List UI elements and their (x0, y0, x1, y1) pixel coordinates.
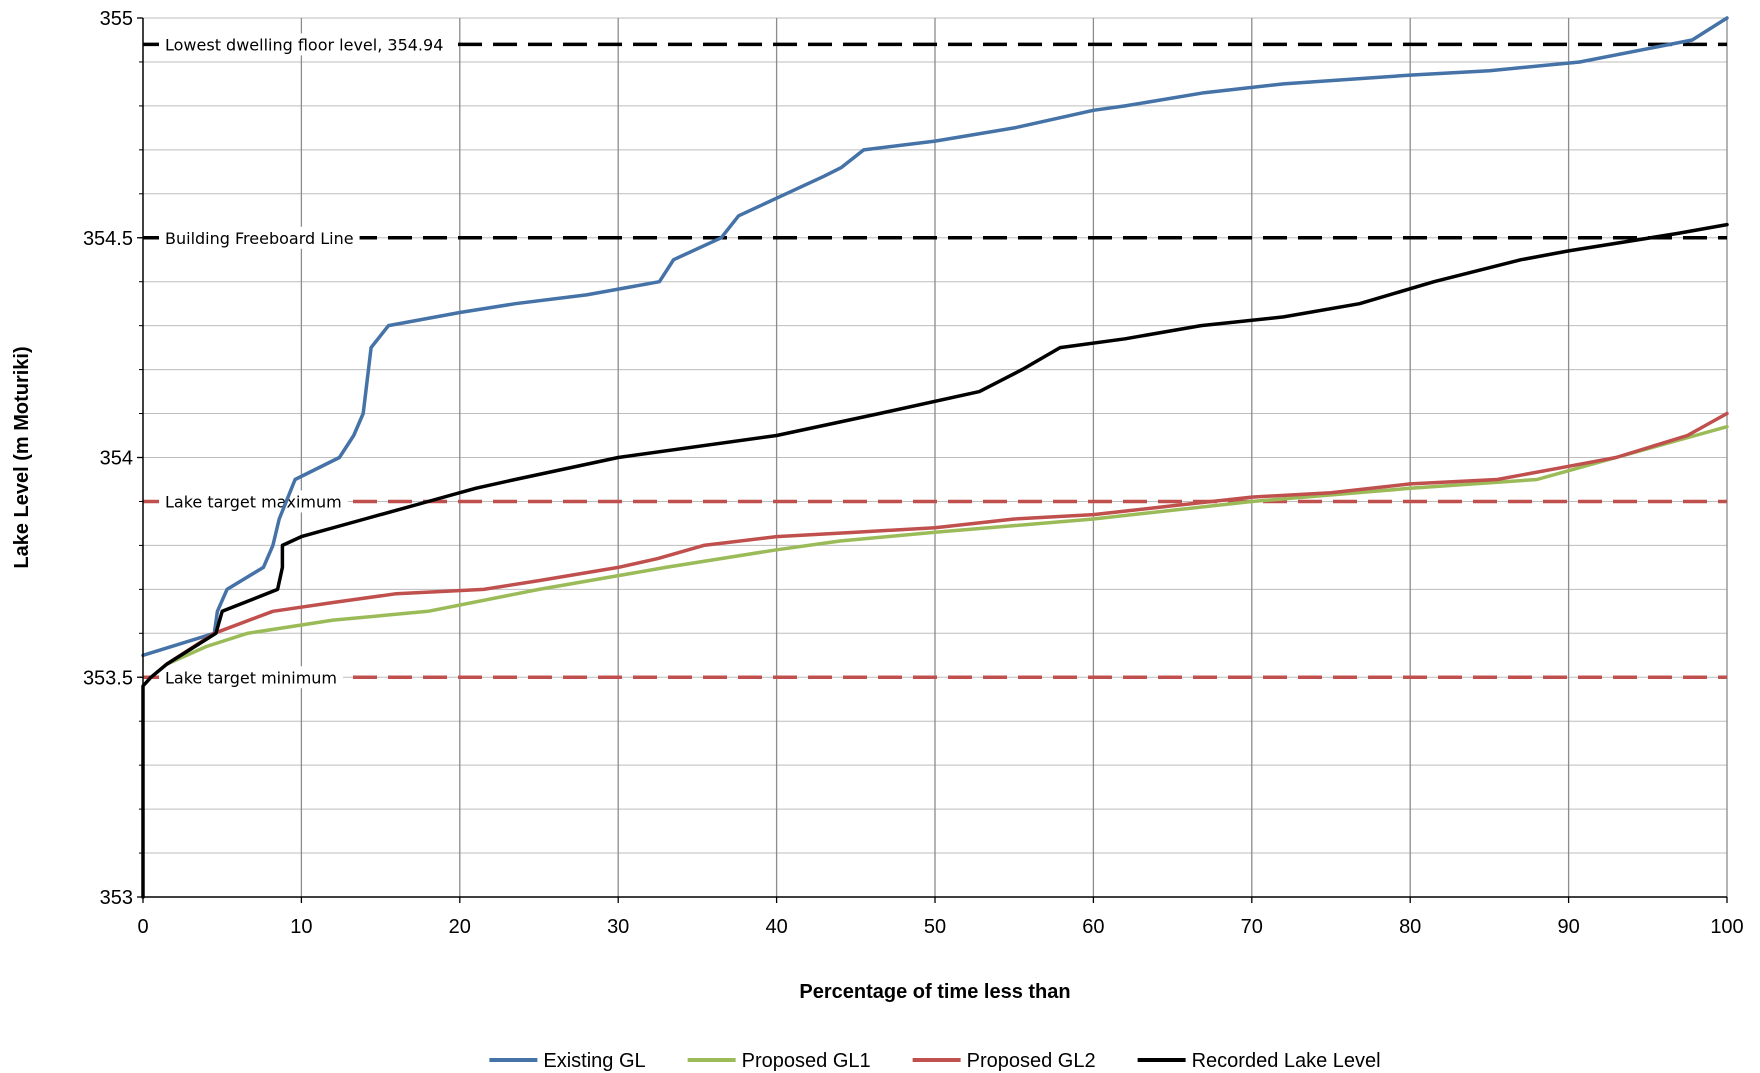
x-tick-label: 60 (1082, 916, 1104, 938)
x-axis-title: Percentage of time less than (799, 981, 1070, 1003)
x-tick-label: 40 (765, 916, 787, 938)
axes (137, 17, 1728, 903)
x-tick-label: 70 (1241, 916, 1263, 938)
series-line-recorded-lake-level (141, 222, 1729, 899)
y-tick-label: 354.5 (83, 228, 133, 250)
series-line-proposed-gl1 (165, 424, 1729, 666)
x-tick-label: 0 (137, 916, 148, 938)
x-tick-label: 10 (290, 916, 312, 938)
grid (143, 17, 1728, 897)
legend-label: Proposed GL1 (742, 1050, 871, 1072)
reference-line-label-2: Lake target maximum (165, 492, 342, 511)
y-tick-label: 354 (100, 448, 133, 470)
reference-label-bg (159, 33, 450, 56)
y-tick-label: 353 (100, 887, 133, 909)
x-tick-label: 90 (1557, 916, 1579, 938)
x-tick-labels: 0 10 20 30 40 50 60 70 80 90 100 (137, 916, 1743, 938)
series-line-proposed-gl2 (165, 411, 1729, 666)
reference-label-bg (159, 490, 348, 513)
reference-label-bg (159, 226, 360, 249)
x-tick-label: 50 (924, 916, 946, 938)
reference-line-label-3: Lake target minimum (165, 668, 337, 687)
legend: Existing GL Proposed GL1 Proposed GL2 Recor… (489, 1050, 1381, 1072)
y-axis-title: Lake Level (m Moturiki) (11, 346, 33, 568)
x-tick-label: 30 (607, 916, 629, 938)
reference-line-label-0: Lowest dwelling floor level, 354.94 (165, 35, 443, 54)
y-tick-label: 355 (100, 8, 133, 30)
x-tick-label: 20 (449, 916, 471, 938)
y-tick-labels: 353 353.5 354 354.5 355 (83, 8, 133, 909)
legend-label: Proposed GL2 (967, 1050, 1096, 1072)
y-tick-label: 353.5 (83, 667, 133, 689)
legend-label: Existing GL (543, 1050, 645, 1072)
reference-label-bg (159, 666, 344, 689)
x-tick-label: 80 (1399, 916, 1421, 938)
reference-line-label-1: Building Freeboard Line (165, 229, 354, 248)
series-line-existing-gl (141, 16, 1729, 658)
reference-lines: Lowest dwelling floor level, 354.94 Build… (143, 33, 1727, 689)
x-tick-label: 100 (1710, 916, 1743, 938)
data-series (141, 16, 1729, 899)
legend-label: Recorded Lake Level (1192, 1050, 1381, 1072)
